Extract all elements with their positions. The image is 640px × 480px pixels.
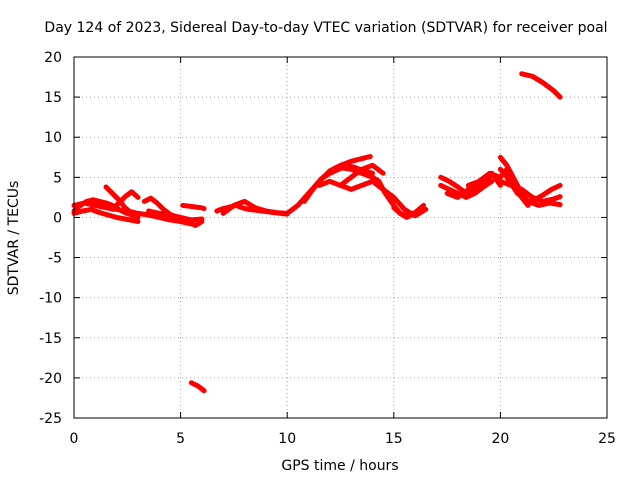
y-tick-label: -25 bbox=[39, 411, 62, 427]
y-tick-label: -5 bbox=[48, 251, 62, 267]
series-trace-3 bbox=[71, 206, 141, 224]
series-trace-17 bbox=[391, 202, 427, 219]
y-tick-label: 15 bbox=[44, 90, 62, 106]
series-trace-7 bbox=[146, 208, 205, 223]
data-series bbox=[71, 71, 563, 394]
series-trace-10 bbox=[220, 198, 290, 216]
series-trace-14 bbox=[316, 178, 429, 219]
y-tick-label: -10 bbox=[39, 291, 62, 307]
x-tick-label: 0 bbox=[70, 431, 79, 447]
series-trace-19 bbox=[438, 178, 495, 200]
axis-ticks: 0 5 10 15 20 25 -25 -20 -15 -10 -5 0 5 10 15 20 bbox=[39, 50, 616, 447]
x-tick-label: 5 bbox=[176, 431, 185, 447]
series-trace-20 bbox=[444, 174, 493, 200]
plot-frame bbox=[73, 56, 608, 419]
series-trace-26 bbox=[519, 71, 563, 100]
series-trace-8 bbox=[180, 202, 207, 212]
y-tick-label: 10 bbox=[44, 130, 62, 146]
series-trace-5 bbox=[109, 189, 141, 212]
y-tick-label: 20 bbox=[44, 50, 62, 66]
series-trace-11 bbox=[188, 380, 207, 394]
y-tick-label: 5 bbox=[53, 170, 62, 186]
y-tick-label: -15 bbox=[39, 331, 62, 347]
x-tick-label: 25 bbox=[598, 431, 616, 447]
y-tick-label: -20 bbox=[39, 371, 62, 387]
series-trace-16 bbox=[338, 162, 386, 188]
x-tick-label: 20 bbox=[491, 431, 509, 447]
series-trace-25 bbox=[497, 166, 531, 208]
grid bbox=[74, 57, 607, 418]
x-tick-label: 10 bbox=[278, 431, 296, 447]
y-axis-label: SDTVAR / TECUs bbox=[6, 181, 22, 296]
chart-title: Day 124 of 2023, Sidereal Day-to-day VTE… bbox=[44, 20, 607, 36]
y-tick-label: 0 bbox=[53, 210, 62, 226]
x-axis-label: GPS time / hours bbox=[281, 458, 398, 474]
x-tick-label: 15 bbox=[385, 431, 403, 447]
